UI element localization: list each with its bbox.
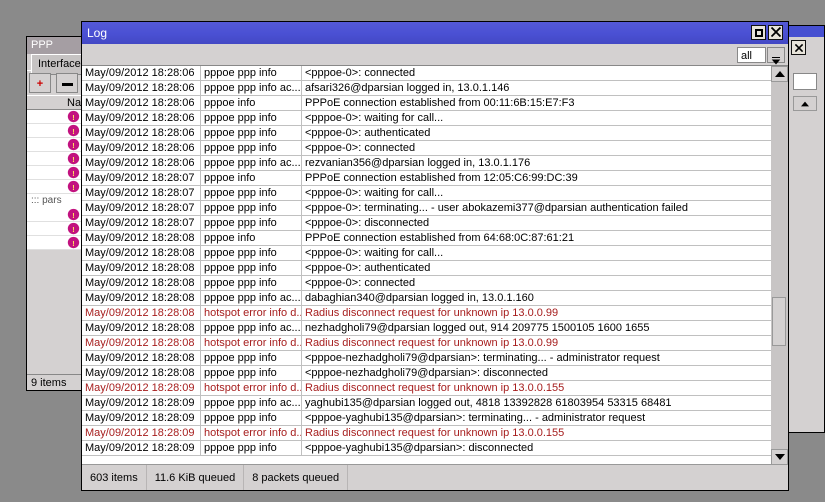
- svg-text:!: !: [72, 225, 74, 234]
- svg-text:!: !: [72, 113, 74, 122]
- svg-text:!: !: [72, 155, 74, 164]
- svg-text:!: !: [72, 169, 74, 178]
- svg-text:!: !: [72, 127, 74, 136]
- svg-text:!: !: [72, 211, 74, 220]
- svg-text:!: !: [72, 183, 74, 192]
- svg-text:!: !: [72, 239, 74, 248]
- svg-text:!: !: [72, 141, 74, 150]
